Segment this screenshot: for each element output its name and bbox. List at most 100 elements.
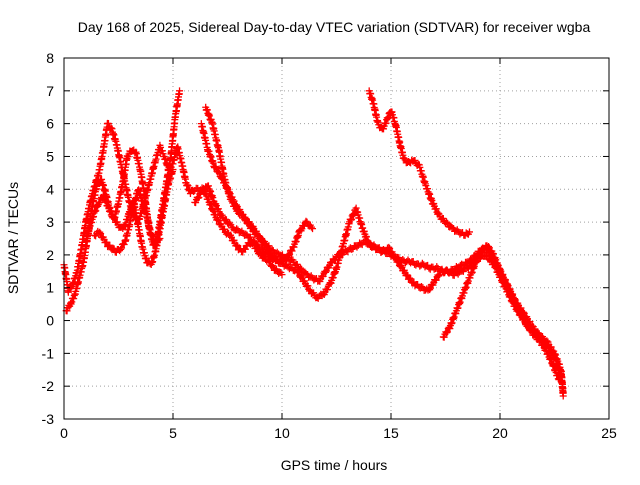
plot-frame (63, 57, 610, 420)
data-point (296, 226, 304, 234)
y-tick-label: -2 (42, 378, 55, 394)
data-point (439, 215, 447, 223)
data-point (310, 289, 318, 297)
data-point (246, 233, 254, 241)
data-point (436, 271, 444, 279)
data-point (465, 228, 473, 236)
data-point (295, 269, 303, 277)
data-point (497, 273, 505, 281)
data-point (418, 259, 426, 267)
data-point (176, 87, 184, 95)
series-track-7 (191, 182, 317, 266)
data-point (211, 201, 219, 209)
data-point (506, 292, 514, 300)
data-point (297, 264, 305, 272)
data-point (440, 333, 448, 341)
series-track-4 (91, 186, 164, 256)
data-point (418, 283, 426, 291)
data-point (120, 241, 128, 249)
x-tick-label: 25 (601, 425, 617, 441)
chart-title: Day 168 of 2025, Sidereal Day-to-day VTE… (78, 19, 591, 35)
data-point (305, 285, 313, 293)
data-point (257, 237, 265, 245)
data-point (406, 274, 414, 282)
y-tick-label: -1 (42, 345, 55, 361)
data-point (448, 223, 456, 231)
y-axis-label: SDTVAR / TECUs (5, 182, 21, 294)
x-axis-label: GPS time / hours (281, 457, 388, 473)
data-point (278, 271, 286, 279)
axis-ticks: 0 5 10 15 20 25 -3 -2 -1 0 1 2 3 4 5 6 7 8 (42, 50, 617, 441)
data-point (96, 198, 104, 206)
data-point (252, 227, 260, 235)
data-point (387, 249, 395, 257)
data-point (504, 288, 512, 296)
data-point (63, 307, 71, 315)
data-point (256, 233, 264, 241)
data-point (527, 324, 535, 332)
data-point (435, 272, 443, 280)
data-point (302, 269, 310, 277)
data-point (396, 263, 404, 271)
data-point (294, 268, 302, 276)
data-point (242, 230, 250, 238)
x-tick-label: 15 (383, 425, 399, 441)
series-track-9 (439, 251, 567, 400)
data-point (319, 272, 327, 280)
data-point (282, 256, 290, 264)
data-point (64, 288, 72, 296)
y-tick-label: 4 (46, 181, 54, 197)
data-point (443, 329, 451, 337)
data-point (443, 218, 451, 226)
data-point (194, 194, 202, 202)
series-track-8 (365, 87, 473, 239)
data-point (485, 243, 493, 251)
data-point (258, 245, 266, 253)
data-point (324, 286, 332, 294)
x-tick-label: 5 (169, 425, 177, 441)
data-point (369, 242, 377, 250)
data-point (307, 223, 315, 231)
data-point (481, 251, 489, 259)
data-point (432, 276, 440, 284)
data-point (508, 298, 516, 306)
data-point (169, 166, 177, 174)
y-tick-label: 3 (46, 214, 54, 230)
y-tick-label: 6 (46, 116, 54, 132)
data-point (230, 236, 238, 244)
y-tick-label: -3 (42, 411, 55, 427)
data-point (255, 232, 263, 240)
y-tick-label: 1 (46, 280, 54, 296)
data-point (245, 218, 253, 226)
data-point (544, 342, 552, 350)
data-point (547, 355, 555, 363)
data-point (426, 286, 434, 294)
data-point (472, 258, 480, 266)
data-point (241, 245, 249, 253)
data-point (394, 257, 402, 265)
data-point (303, 218, 311, 226)
data-points (60, 87, 567, 400)
data-point (309, 225, 317, 233)
data-point (248, 223, 256, 231)
data-point (213, 215, 221, 223)
x-tick-label: 10 (274, 425, 290, 441)
y-tick-label: 8 (46, 50, 54, 66)
data-point (220, 225, 228, 233)
data-point (107, 124, 115, 132)
data-point (278, 257, 286, 265)
data-point (233, 225, 241, 233)
data-point (348, 245, 356, 253)
data-point (535, 333, 543, 341)
data-point (297, 273, 305, 281)
y-tick-label: 7 (46, 83, 54, 99)
data-point (195, 193, 203, 201)
data-point (499, 277, 507, 285)
y-tick-label: 5 (46, 148, 54, 164)
data-point (288, 247, 296, 255)
data-point (262, 249, 270, 257)
data-point (348, 215, 356, 223)
data-point (432, 205, 440, 213)
